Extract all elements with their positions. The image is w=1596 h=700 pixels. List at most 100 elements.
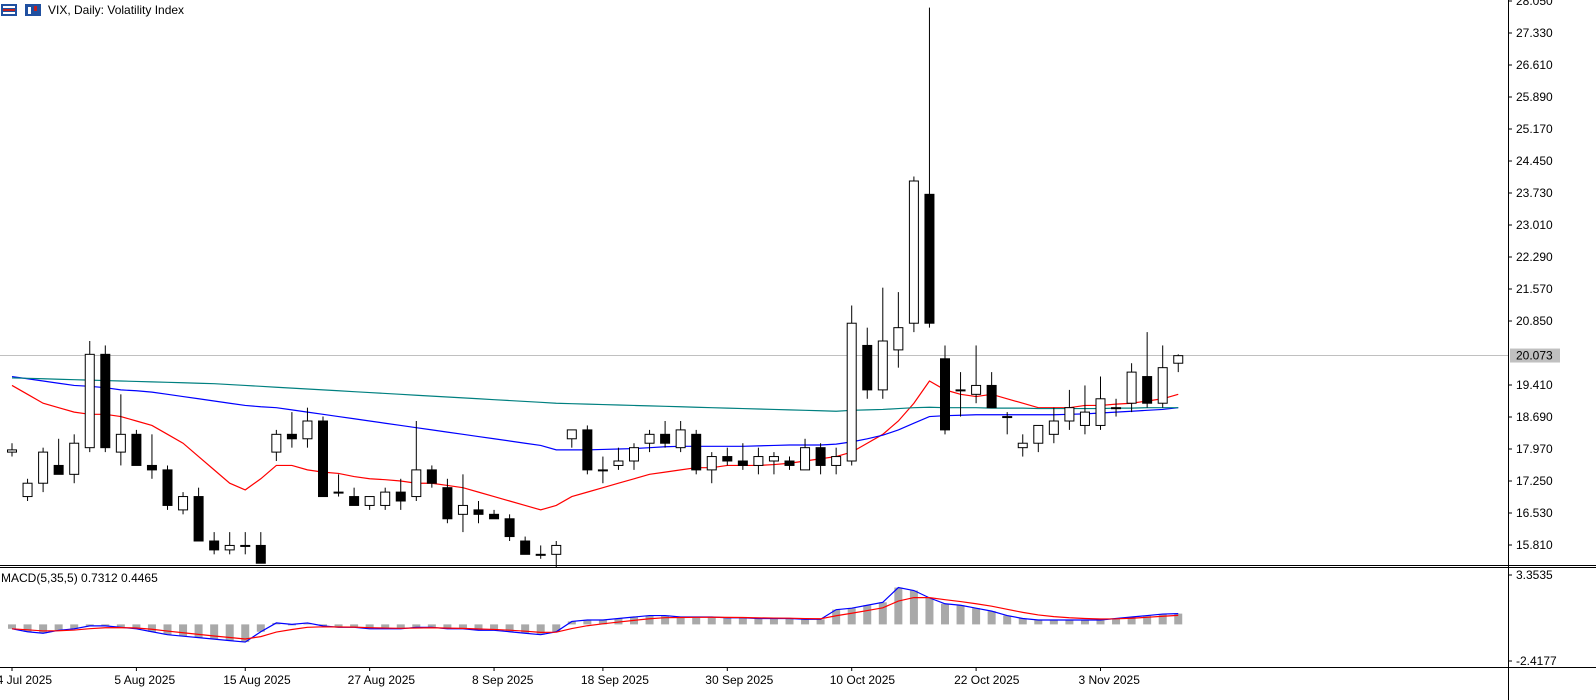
bull-candle [84, 353, 95, 449]
bull-candle [955, 389, 966, 392]
price-tick-label: 25.170 [1516, 122, 1553, 136]
bear-candle [131, 433, 142, 466]
macd-histogram-bar [1174, 613, 1183, 625]
bull-candle [597, 469, 608, 472]
macd-histogram-bar [521, 624, 530, 634]
bear-candle [582, 429, 593, 471]
bear-candle [162, 469, 173, 506]
macd-signal-line [11, 596, 1179, 640]
bull-candle [800, 447, 811, 471]
macd-histogram-bar [707, 617, 716, 625]
macd-histogram-bar [754, 618, 763, 625]
bull-candle [178, 496, 189, 511]
macd-histogram-bar [241, 624, 250, 643]
price-tick-label: 17.250 [1516, 474, 1553, 488]
bull-candle [22, 482, 33, 498]
bull-candle [1064, 407, 1075, 422]
macd-histogram-bar [116, 624, 125, 628]
bull-candle [1017, 442, 1028, 449]
bull-candle [69, 442, 80, 475]
macd-tick-label: 3.3535 [1516, 568, 1553, 582]
macd-histogram-bar [443, 624, 452, 629]
macd-histogram-bar [1003, 615, 1012, 625]
macd-histogram-bar [583, 619, 592, 625]
macd-histogram-bar [1127, 617, 1136, 625]
macd-histogram-bar [769, 618, 778, 625]
price-tick-label: 28.050 [1516, 0, 1553, 8]
bull-candle [877, 340, 888, 391]
macd-histogram-bar [54, 624, 63, 631]
bear-candle [784, 460, 795, 466]
macd-histogram-bar [1096, 619, 1105, 625]
bear-candle [100, 353, 111, 449]
bull-candle [908, 180, 919, 324]
chart-menu-icon[interactable] [0, 3, 18, 17]
bull-candle [1079, 411, 1090, 426]
bear-candle [489, 513, 500, 520]
bull-candle [1095, 398, 1106, 426]
bear-candle [660, 433, 671, 444]
macd-histogram-bar [536, 624, 545, 635]
macd-histogram-bar [894, 587, 903, 625]
price-tick-label: 22.290 [1516, 250, 1553, 264]
macd-histogram-bar [179, 624, 188, 637]
time-tick-label: 15 Aug 2025 [223, 673, 291, 687]
macd-histogram-bar [334, 624, 343, 628]
macd-histogram-bar [1143, 615, 1152, 625]
macd-histogram-bar [303, 622, 312, 625]
bear-candle [1142, 376, 1153, 404]
bull-candle [893, 327, 904, 351]
macd-histogram-bar [427, 624, 436, 628]
macd-histogram-bar [85, 624, 94, 626]
bull-candle [613, 460, 624, 466]
macd-histogram-bar [381, 624, 390, 629]
bear-candle [193, 496, 204, 542]
macd-histogram-bar [661, 615, 670, 625]
price-tick-label: 16.530 [1516, 506, 1553, 520]
time-tick-label: 10 Oct 2025 [830, 673, 896, 687]
price-tick-label: 26.610 [1516, 58, 1553, 72]
macd-histogram-bar [39, 624, 48, 634]
bull-candle [706, 456, 717, 471]
bear-candle [504, 518, 515, 538]
price-tick-label: 18.690 [1516, 410, 1553, 424]
bull-candle [675, 429, 686, 449]
macd-histogram-bar [210, 624, 219, 640]
time-tick-label: 18 Sep 2025 [581, 673, 649, 687]
bear-candle [349, 496, 360, 506]
bull-candle [38, 451, 49, 484]
bear-candle [722, 456, 733, 462]
bull-candle [535, 553, 546, 556]
bear-candle [815, 447, 826, 466]
price-tick-label: 20.850 [1516, 314, 1553, 328]
macd-histogram-bar [505, 624, 514, 632]
ma-fast-line [11, 380, 1179, 511]
macd-histogram-bar [23, 624, 32, 632]
bear-candle [520, 540, 531, 555]
macd-histogram-bar [147, 624, 156, 632]
macd-histogram-bar [1049, 619, 1058, 625]
macd-histogram-bar [863, 605, 872, 625]
symbol-icon[interactable] [24, 3, 42, 17]
price-tick-label: 23.730 [1516, 186, 1553, 200]
macd-histogram-bar [925, 597, 934, 625]
bull-candle [364, 496, 375, 506]
bull-candle [1157, 367, 1168, 404]
bear-candle [986, 384, 997, 409]
bear-candle [473, 509, 484, 515]
time-tick-label: 27 Aug 2025 [348, 673, 416, 687]
chart-title: VIX, Daily: Volatility Index [48, 3, 185, 17]
macd-histogram-bar [412, 624, 421, 628]
bull-candle [115, 433, 126, 453]
macd-histogram-bar [1065, 619, 1074, 625]
price-tick-label: 15.810 [1516, 538, 1553, 552]
bull-candle [1002, 416, 1013, 419]
bull-candle [551, 544, 562, 555]
macd-histogram-bar [1018, 618, 1027, 625]
bear-candle [395, 491, 406, 502]
bear-candle [286, 433, 297, 440]
bear-candle [940, 358, 950, 431]
macd-histogram-bar [272, 622, 281, 625]
bull-candle [831, 456, 842, 466]
